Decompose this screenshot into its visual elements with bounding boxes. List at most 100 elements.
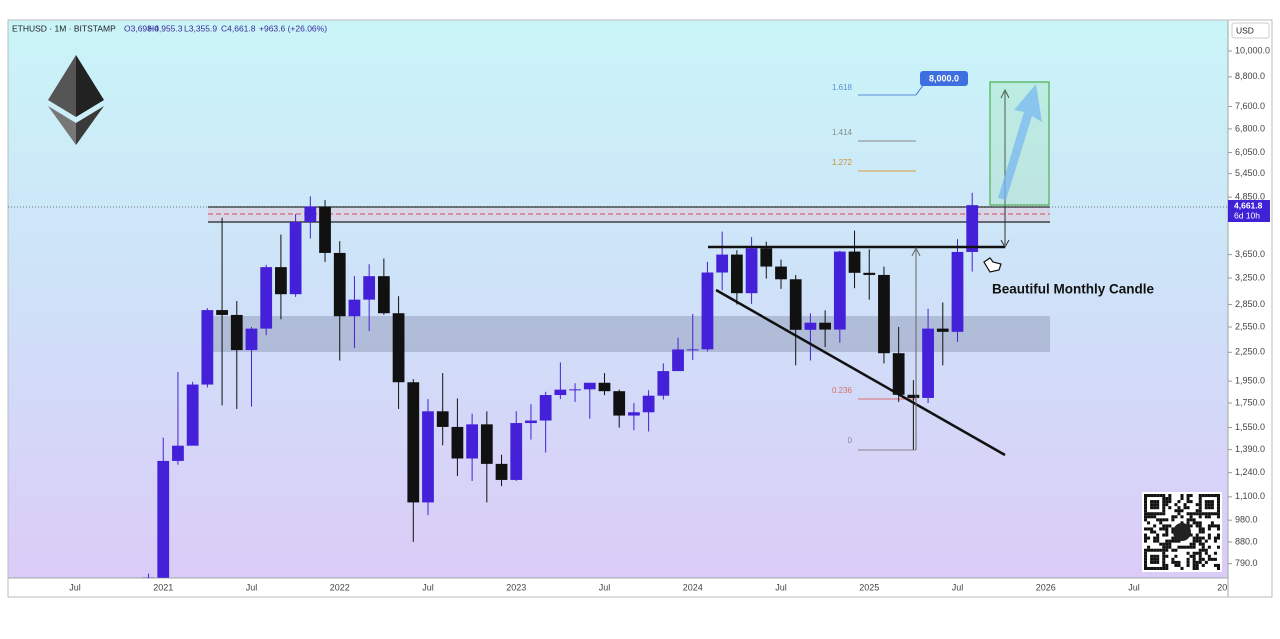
qr-cell <box>1153 566 1157 570</box>
qr-cell <box>1192 557 1196 561</box>
qr-cell <box>1162 548 1166 552</box>
qr-code <box>1142 492 1222 572</box>
fib-label: 0 <box>848 436 853 445</box>
qr-cell <box>1186 500 1190 504</box>
qr-cell <box>1213 536 1217 540</box>
qr-cell <box>1207 527 1211 531</box>
header-low: L3,355.9 <box>184 23 217 33</box>
price-badge <box>1228 200 1270 222</box>
arrow-head <box>911 246 921 257</box>
y-tick-label: 1,950.0 <box>1235 376 1265 386</box>
qr-cell <box>1195 563 1199 567</box>
qr-cell <box>1162 497 1166 501</box>
currency-box[interactable] <box>1231 22 1270 39</box>
qr-cell <box>1165 497 1169 501</box>
qr-cell <box>1153 548 1157 552</box>
qr-cell <box>1207 500 1211 504</box>
drawings: 8,000.0 Beautiful Monthly Candle <box>708 71 1154 457</box>
qr-cell <box>1210 503 1214 507</box>
qr-cell <box>1171 557 1175 561</box>
qr-cell <box>1189 500 1193 504</box>
candle-body <box>613 391 626 416</box>
qr-cell <box>1168 542 1172 546</box>
qr-cell <box>1192 560 1196 564</box>
qr-cell <box>1180 497 1184 501</box>
fib-label: 1.272 <box>832 158 853 167</box>
qr-cell <box>1150 494 1154 498</box>
currency: USD <box>1236 25 1254 35</box>
qr-cell <box>1150 548 1154 552</box>
qr-cell <box>1192 551 1196 555</box>
qr-cell <box>1210 521 1214 525</box>
candle-body <box>319 206 331 253</box>
y-tick-label: 8,800.0 <box>1235 71 1265 81</box>
x-tick-label: Jul <box>422 582 434 592</box>
y-tick-label: 1,100.0 <box>1235 491 1265 501</box>
candle-body <box>289 221 302 295</box>
qr-cell <box>1156 512 1160 516</box>
qr-cell <box>1165 542 1169 546</box>
candle-body <box>436 411 449 427</box>
qr-cell <box>1204 539 1208 543</box>
qr-cell <box>1195 536 1199 540</box>
qr-cell <box>1168 497 1172 501</box>
qr-cell <box>1177 506 1181 510</box>
target-badge <box>920 71 968 86</box>
support-zone <box>208 316 1050 352</box>
qr-cell <box>1189 494 1193 498</box>
qr-cell <box>1198 536 1202 540</box>
qr-cell <box>1201 494 1205 498</box>
qr-cell <box>1195 560 1199 564</box>
qr-cell <box>1144 563 1148 567</box>
header-symbol: ETHUSD · 1M · BITSTAMP <box>12 23 116 33</box>
qr-cell <box>1156 503 1160 507</box>
candle-body <box>333 252 346 317</box>
target-label: 8,000.0 <box>929 73 959 83</box>
qr-cell <box>1201 545 1205 549</box>
qr-cell <box>1153 539 1157 543</box>
qr-cell <box>1198 500 1202 504</box>
qr-cell <box>1186 563 1190 567</box>
qr-cell <box>1171 548 1175 552</box>
qr-cell <box>1216 536 1220 540</box>
candle-body <box>480 424 493 464</box>
qr-cell <box>1171 518 1175 522</box>
qr-cell <box>1156 548 1160 552</box>
candle-body <box>642 395 655 413</box>
qr-cell <box>1147 521 1151 525</box>
qr-cell <box>1189 542 1193 546</box>
qr-cell <box>1216 527 1220 531</box>
qr-cell <box>1147 536 1151 540</box>
qr-cell <box>1159 518 1163 522</box>
qr-cell <box>1150 515 1154 519</box>
qr-cell <box>1198 551 1202 555</box>
qr-cell <box>1207 536 1211 540</box>
qr-cell <box>1180 515 1184 519</box>
qr-cell <box>1150 506 1154 510</box>
qr-cell <box>1162 560 1166 564</box>
candle-body <box>878 274 890 354</box>
time-axis-panel <box>8 578 1272 597</box>
candle-body <box>892 353 905 395</box>
qr-cell <box>1150 527 1154 531</box>
fib-label: 1.618 <box>832 83 853 92</box>
qr-cell <box>1204 515 1208 519</box>
qr-cell <box>1171 515 1175 519</box>
candle-body <box>730 254 743 294</box>
x-tick-label: Jul <box>1128 582 1140 592</box>
qr-cell <box>1165 539 1169 543</box>
qr-cell <box>1189 533 1193 537</box>
header-close: C4,661.8 <box>221 23 256 33</box>
qr-cell <box>1198 515 1202 519</box>
countdown: 6d 10h <box>1234 210 1260 220</box>
qr-cell <box>1150 566 1154 570</box>
candle-body <box>422 411 434 503</box>
qr-cell <box>1192 521 1196 525</box>
qr-cell <box>1150 500 1154 504</box>
fib-label: 1.414 <box>832 128 853 137</box>
qr-cell <box>1207 557 1211 561</box>
x-tick-label: 20 <box>1217 582 1227 592</box>
qr-cell <box>1213 557 1217 561</box>
qr-cell <box>1156 506 1160 510</box>
qr-cell <box>1192 566 1196 570</box>
